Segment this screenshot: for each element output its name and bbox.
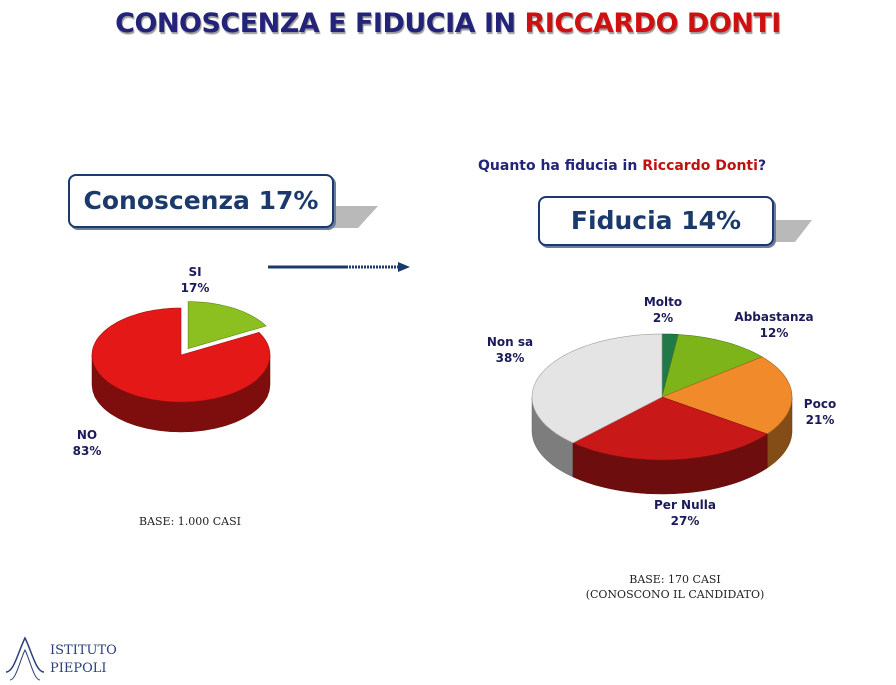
question-text: Quanto ha fiducia in Riccardo Donti? [478, 158, 766, 174]
pie-chart-fiducia [531, 333, 793, 495]
slice-no-value: 83% [72, 444, 102, 458]
slice-non-sa-label: Non sa [486, 335, 534, 349]
base-right-line1: BASE: 170 CASI [629, 573, 721, 586]
box-shadow-right [768, 220, 812, 242]
slice-poco-label: Poco [803, 397, 837, 411]
base-right: BASE: 170 CASI (CONOSCONO IL CANDIDATO) [560, 572, 790, 602]
page-title: CONOSCENZA E FIDUCIA IN RICCARDO DONTI [0, 8, 896, 39]
question-mark: ? [757, 158, 767, 174]
pie2-slice-poco [661, 356, 793, 435]
slice-label-non-sa: Non sa 38% [478, 334, 542, 366]
logo-line2: PIEPOLI [50, 661, 107, 676]
pie1-slice-si [187, 301, 267, 349]
slice-abbastanza-value: 12% [759, 326, 789, 340]
slice-si-label: SI [188, 265, 202, 279]
arrow-icon [268, 262, 410, 272]
slice-label-poco: Poco 21% [795, 396, 845, 428]
pie2-slice-non-sa [531, 333, 663, 444]
pie2-slice-abbastanza [661, 334, 763, 398]
conoscenza-value: Conoscenza 17% [83, 186, 319, 215]
slice-label-per-nulla: Per Nulla 27% [640, 497, 730, 529]
slice-no-label: NO [76, 428, 98, 442]
fiducia-value: Fiducia 14% [570, 206, 742, 235]
pie-chart-conoscenza [91, 301, 271, 433]
conoscenza-box: Conoscenza 17% [68, 174, 334, 228]
logo-icon [5, 636, 45, 681]
base-left-text: BASE: 1.000 CASI [138, 515, 242, 528]
slice-label-no: NO 83% [62, 427, 112, 459]
slice-non-sa-value: 38% [495, 351, 525, 365]
slice-label-abbastanza: Abbastanza 12% [722, 309, 826, 341]
box-shadow-left [325, 206, 378, 228]
slice-molto-value: 2% [652, 311, 674, 325]
slice-label-si: SI 17% [170, 264, 220, 296]
slice-label-molto: Molto 2% [633, 294, 693, 326]
fiducia-box: Fiducia 14% [538, 196, 774, 246]
slice-si-value: 17% [180, 281, 210, 295]
slice-poco-value: 21% [805, 413, 835, 427]
base-right-line2: (CONOSCONO IL CANDIDATO) [585, 588, 765, 601]
slice-per-nulla-value: 27% [670, 514, 700, 528]
slice-abbastanza-label: Abbastanza [734, 310, 814, 324]
logo: ISTITUTO PIEPOLI [50, 642, 117, 678]
slice-molto-label: Molto [643, 295, 683, 309]
question-part1: Quanto ha fiducia in [478, 158, 643, 174]
logo-line1: ISTITUTO [50, 643, 117, 658]
title-text: CONOSCENZA E FIDUCIA IN [115, 8, 525, 39]
question-name: Riccardo Donti [642, 158, 758, 174]
slice-per-nulla-label: Per Nulla [654, 498, 716, 512]
pie2-slice-per-nulla [572, 396, 768, 461]
title-highlight: RICCARDO DONTI [524, 8, 782, 39]
base-left: BASE: 1.000 CASI [100, 514, 280, 529]
pie1-slice-no [91, 307, 271, 403]
